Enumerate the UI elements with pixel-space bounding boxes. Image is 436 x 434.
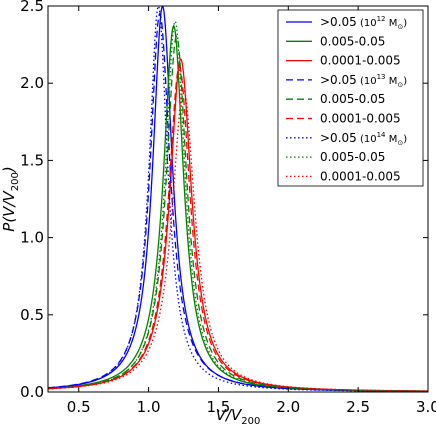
y-axis-label-close: ) (0, 166, 18, 173)
series-line-8 (48, 19, 428, 392)
legend-label-mass-exp-7: 14 (377, 131, 386, 139)
y-axis-label-sub: 200 (10, 172, 21, 191)
legend-label-mass-exp-4: 13 (377, 73, 386, 81)
legend-label-name-6: 0.0001-0.005 (320, 112, 401, 126)
legend-label-8: 0.005-0.05 (320, 150, 385, 164)
legend-label-mass-close-7: ) (403, 134, 407, 145)
series-layer (48, 6, 428, 392)
legend-label-4: >0.05 (1013 M⊙) (320, 73, 407, 89)
x-tick-label-4: 2.0 (276, 398, 300, 416)
y-tick-label-5: 2.0 (20, 74, 44, 92)
legend-label-7: >0.05 (1014 M⊙) (320, 131, 407, 147)
legend-label-sun-7: ⊙ (397, 139, 403, 147)
legend-label-name-1: >0.05 (320, 15, 357, 29)
x-tick-label-3: 1.5 (207, 398, 231, 416)
y-axis-label-main: P(V/V (0, 190, 18, 232)
legend-label-name-2: 0.005-0.05 (320, 34, 385, 48)
legend-label-3: 0.0001-0.005 (320, 54, 401, 68)
legend-label-sun-4: ⊙ (397, 81, 403, 89)
y-axis-label: P(V/V200) (0, 166, 21, 231)
legend-label-mass-suffix-7: M (386, 134, 398, 145)
legend-label-name-9: 0.0001-0.005 (320, 169, 401, 183)
y-tick-label-6: 2.5 (20, 0, 44, 15)
series-line-4 (48, 12, 428, 392)
plot-frame (47, 5, 429, 393)
y-tick-label-3: 1.0 (20, 229, 44, 247)
legend-label-1: >0.05 (1012 M⊙) (320, 15, 407, 31)
x-tick-label-5: 2.5 (346, 398, 370, 416)
legend-label-mass-exp-1: 12 (377, 15, 386, 23)
x-axis-label-sub: 200 (241, 416, 260, 427)
legend-label-9: 0.0001-0.005 (320, 169, 401, 183)
x-axis-label: V/V200 (216, 406, 261, 427)
legend-label-mass-prefix-4: (10 (357, 76, 377, 87)
y-tick-label-2: 0.5 (20, 306, 44, 324)
legend-label-5: 0.005-0.05 (320, 92, 385, 106)
legend-label-mass-suffix-1: M (386, 18, 398, 29)
legend-label-name-4: >0.05 (320, 73, 357, 87)
legend-label-name-3: 0.0001-0.005 (320, 54, 401, 68)
x-axis-label-main: V/V (216, 406, 243, 424)
legend-label-name-5: 0.005-0.05 (320, 92, 385, 106)
legend: >0.05 (1012 M⊙)0.005-0.050.0001-0.005>0.… (277, 9, 424, 187)
y-tick-label-1: 0.0 (20, 383, 44, 401)
legend-label-sun-1: ⊙ (397, 23, 403, 31)
x-tick-label-1: 0.5 (67, 398, 91, 416)
x-tick-label-6: 3.0 (416, 398, 436, 416)
series-line-9 (48, 88, 428, 392)
legend-label-6: 0.0001-0.005 (320, 112, 401, 126)
legend-label-mass-close-4: ) (403, 76, 407, 87)
legend-label-mass-prefix-1: (10 (357, 18, 377, 29)
y-tick-label-4: 1.5 (20, 151, 44, 169)
legend-label-mass-prefix-7: (10 (357, 134, 377, 145)
legend-label-2: 0.005-0.05 (320, 34, 385, 48)
x-tick-label-2: 1.0 (137, 398, 161, 416)
legend-label-mass-close-1: ) (403, 18, 407, 29)
legend-label-name-8: 0.005-0.05 (320, 150, 385, 164)
legend-label-mass-suffix-4: M (386, 76, 398, 87)
legend-label-name-7: >0.05 (320, 131, 357, 145)
